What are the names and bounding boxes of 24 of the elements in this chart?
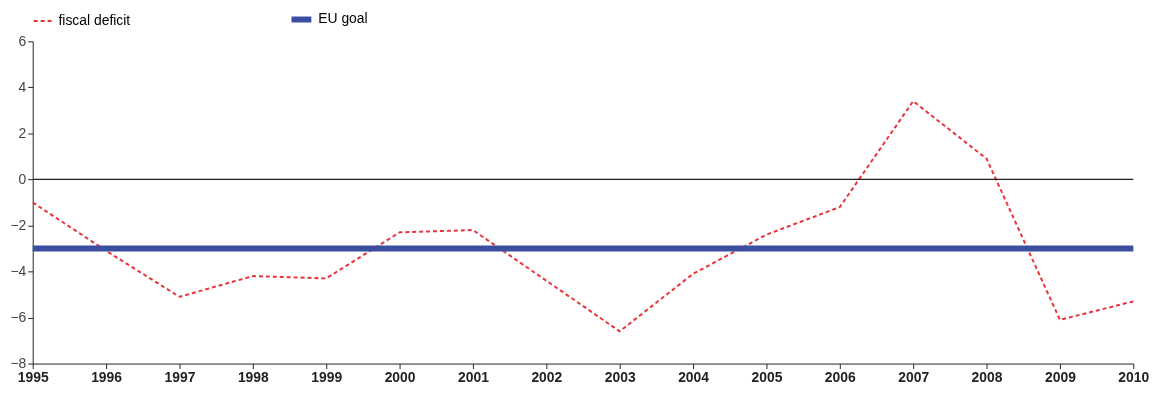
x-tick-label: 2000	[384, 368, 416, 385]
x-tick-label: 1996	[91, 368, 123, 385]
x-tick-label: 2002	[531, 368, 563, 385]
legend-label: EU goal	[318, 10, 368, 27]
y-tick-label: 0	[18, 170, 27, 187]
x-tick-label: 2004	[678, 368, 710, 385]
y-tick-label: 6	[18, 32, 27, 49]
x-tick-label: 1999	[311, 368, 343, 385]
x-tick-label: 2008	[971, 368, 1003, 385]
y-tick-label: 4	[18, 78, 27, 95]
x-tick-label: 2009	[1044, 368, 1077, 385]
y-tick-label: −4	[10, 262, 27, 279]
x-tick-label: 2006	[824, 368, 857, 385]
x-tick-label: 1998	[237, 368, 270, 385]
x-tick-label: 2007	[898, 368, 930, 385]
x-tick-label: 2010	[1118, 368, 1150, 385]
x-tick-label: 2003	[604, 368, 636, 385]
y-tick-label: 2	[18, 124, 27, 141]
legend-label: fiscal deficit	[58, 11, 131, 28]
y-tick-label: −6	[10, 308, 27, 325]
x-tick-label: 2001	[458, 368, 490, 385]
y-tick-label: −2	[10, 216, 27, 233]
x-tick-label: 2005	[751, 368, 783, 385]
x-tick-label: 1997	[164, 368, 196, 385]
